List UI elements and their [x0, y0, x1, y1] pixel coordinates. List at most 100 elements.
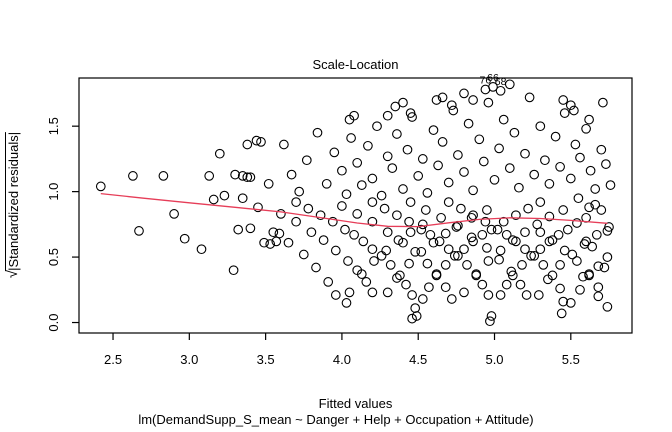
- data-point: [398, 184, 408, 194]
- data-point: [390, 101, 401, 112]
- data-point: [245, 223, 256, 234]
- data-point: [379, 203, 390, 214]
- point-id-label: 66: [487, 72, 499, 84]
- data-point: [575, 152, 585, 163]
- data-point: [504, 163, 515, 173]
- data-point: [237, 193, 248, 204]
- data-point: [306, 227, 317, 238]
- data-point: [344, 287, 355, 298]
- data-point: [382, 151, 393, 162]
- data-point: [547, 235, 558, 245]
- data-point: [410, 303, 421, 313]
- data-point: [605, 180, 616, 190]
- data-point: [529, 250, 540, 261]
- data-point: [376, 250, 387, 261]
- data-point: [437, 92, 448, 103]
- data-point: [565, 100, 576, 111]
- data-point: [572, 218, 582, 228]
- data-point: [230, 169, 240, 180]
- data-point: [387, 163, 398, 173]
- data-point: [558, 296, 569, 307]
- data-point: [602, 252, 613, 262]
- data-point: [443, 244, 454, 255]
- data-point: [501, 229, 512, 240]
- data-point: [448, 105, 459, 116]
- data-point: [598, 97, 608, 108]
- data-point: [259, 237, 269, 248]
- data-point: [533, 290, 544, 300]
- data-point: [382, 227, 393, 238]
- data-point: [392, 210, 402, 221]
- data-point: [291, 197, 301, 207]
- data-point: [323, 277, 334, 287]
- data-point: [506, 266, 517, 277]
- data-point: [446, 294, 457, 304]
- data-point: [361, 277, 372, 287]
- data-point: [253, 202, 263, 213]
- data-point: [401, 279, 411, 290]
- data-point: [283, 237, 294, 248]
- data-point: [584, 202, 594, 213]
- data-point: [446, 100, 457, 111]
- labeled-data-point: [495, 85, 506, 96]
- x-tick-label: 4.5: [409, 352, 427, 367]
- data-point: [393, 235, 404, 245]
- data-point: [402, 144, 413, 155]
- data-point: [495, 245, 506, 256]
- data-point: [367, 216, 378, 227]
- data-point: [440, 228, 451, 239]
- data-point: [128, 171, 138, 181]
- data-point: [228, 265, 239, 276]
- data-point: [376, 190, 387, 201]
- data-point: [526, 250, 536, 261]
- data-point: [535, 227, 546, 238]
- data-point: [431, 269, 442, 279]
- data-point: [495, 290, 506, 300]
- data-point: [158, 171, 169, 181]
- data-point: [337, 165, 347, 176]
- data-point: [312, 127, 323, 138]
- data-point: [462, 260, 472, 270]
- data-point: [523, 203, 533, 214]
- data-point: [570, 139, 581, 150]
- x-tick-label: 5.5: [562, 352, 580, 367]
- y-tick-label: 1.0: [46, 183, 61, 201]
- data-point: [498, 114, 509, 125]
- labeled-data-point: [488, 82, 498, 92]
- data-point: [556, 308, 567, 319]
- x-tick-label: 2.5: [104, 352, 122, 367]
- data-point: [265, 239, 276, 249]
- data-point: [477, 229, 488, 240]
- data-point: [298, 249, 309, 260]
- data-point: [363, 140, 373, 151]
- data-point: [463, 118, 474, 129]
- data-point: [520, 227, 530, 238]
- data-point: [367, 197, 378, 207]
- data-point: [440, 260, 451, 270]
- data-point: [459, 88, 469, 99]
- data-point: [398, 97, 408, 108]
- data-point: [340, 224, 350, 235]
- data-point: [341, 189, 352, 200]
- data-point: [565, 173, 576, 184]
- data-point: [440, 282, 451, 293]
- data-point: [466, 212, 477, 223]
- data-point: [477, 279, 488, 290]
- data-point: [372, 121, 382, 132]
- data-point: [585, 165, 596, 176]
- data-point: [584, 114, 594, 125]
- data-point: [392, 129, 402, 139]
- data-point: [369, 256, 379, 266]
- x-tick-label: 3.0: [180, 352, 198, 367]
- data-point: [590, 184, 601, 194]
- data-point: [417, 294, 428, 304]
- data-point: [404, 216, 414, 227]
- data-point: [535, 244, 546, 255]
- data-point: [486, 224, 497, 235]
- data-point: [268, 227, 279, 238]
- data-point: [478, 156, 489, 167]
- data-point: [555, 283, 565, 294]
- point-id-label: 76: [480, 75, 492, 87]
